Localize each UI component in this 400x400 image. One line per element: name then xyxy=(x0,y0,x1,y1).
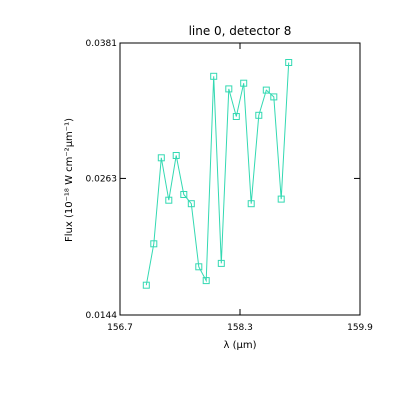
data-point-marker xyxy=(270,93,278,101)
y-axis-label: Flux (10⁻¹⁸ W cm⁻²μm⁻¹) xyxy=(64,118,75,242)
y-tick-label: 0.0144 xyxy=(86,311,118,321)
data-point-marker xyxy=(157,154,165,162)
data-point-marker xyxy=(225,85,233,93)
data-point-marker xyxy=(240,79,248,87)
chart-title: line 0, detector 8 xyxy=(189,24,292,38)
data-point-marker xyxy=(187,200,195,208)
axis-tick-labels: 156.7 158.3 159.9 0.0144 0.0263 0.0381 xyxy=(86,39,374,333)
y-tick-label: 0.0381 xyxy=(86,39,118,49)
axis-ticks xyxy=(119,42,361,316)
data-point-marker xyxy=(142,281,150,289)
data-point-marker xyxy=(247,200,255,208)
y-tick-label: 0.0263 xyxy=(86,174,118,184)
x-tick-label: 159.9 xyxy=(347,323,373,333)
data-point-marker xyxy=(172,152,180,159)
data-point-marker xyxy=(165,196,173,204)
data-point-marker xyxy=(195,263,203,271)
data-series xyxy=(142,59,293,289)
data-point-marker xyxy=(262,86,270,94)
data-point-marker xyxy=(285,59,293,66)
data-point-marker xyxy=(210,72,218,80)
data-point-marker xyxy=(150,240,158,248)
series-line xyxy=(145,62,290,286)
data-point-marker xyxy=(202,277,210,285)
data-point-marker xyxy=(255,111,263,119)
x-axis-label: λ (μm) xyxy=(223,340,256,351)
x-tick-label: 156.7 xyxy=(107,323,133,333)
data-point-marker xyxy=(277,195,285,203)
data-point-marker xyxy=(232,113,240,120)
data-point-marker xyxy=(217,259,225,267)
data-point-marker xyxy=(180,191,188,198)
x-tick-label: 158.3 xyxy=(227,323,253,333)
